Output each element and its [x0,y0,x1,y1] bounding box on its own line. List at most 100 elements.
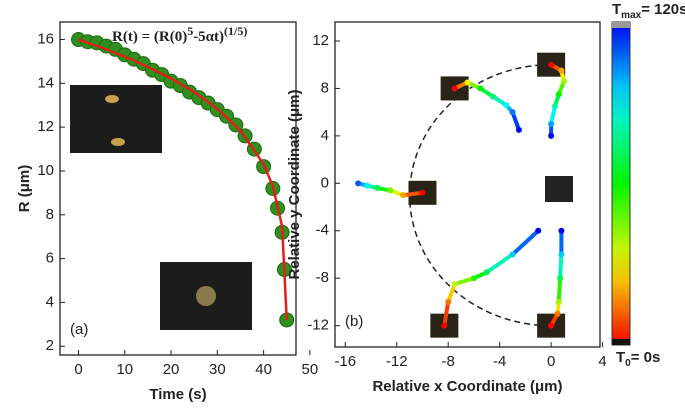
track-point [364,182,371,189]
y-tick-label: 2 [46,337,54,354]
track-point [509,251,516,258]
rich-text: R(t) = (R(0)5-5αt)(1/5) [112,24,247,46]
x-tick-label: 30 [209,361,226,378]
text-part: (1/5) [224,24,247,38]
text-part: 5 [187,24,193,38]
inset-particle [105,95,119,103]
text-part: -5αt) [193,29,224,45]
y-tick-label: 14 [37,74,54,91]
colorbar-cap [612,22,630,28]
x-tick-label: -4 [493,353,506,370]
y-tick-label: 12 [312,32,329,49]
colorbar [611,21,631,346]
track-point [464,79,471,86]
x-tick-label: -8 [442,353,455,370]
y-tick-label: 10 [37,162,54,179]
colorbar-cap [612,339,630,345]
inset-particle [196,286,216,306]
track-point [483,269,490,276]
track-segment [510,228,541,257]
track-point [554,310,561,317]
track-segment [556,276,563,304]
track-point [548,132,555,139]
inset-image [545,176,573,202]
x-tick-label: -12 [386,353,408,370]
panel-label: (b) [345,313,363,330]
x-tick-label: 40 [255,361,272,378]
y-tick-label: 6 [46,250,54,267]
x-axis-label: Relative x Coordinate (μm) [372,378,562,395]
track-point [548,121,555,128]
track-point [387,187,394,194]
track-segment [558,252,564,281]
text-part: 0 [625,358,631,369]
y-tick-label: 16 [37,30,54,47]
panel-label: (a) [70,321,88,338]
x-tick-label: 50 [302,361,319,378]
x-tick-label: 0 [547,353,555,370]
track-point [477,85,484,92]
track-point [558,227,565,234]
track-segment [401,190,425,198]
text-part: max [621,10,641,21]
text-part: = 0s [631,349,661,366]
track-point [515,126,522,133]
track-point [445,298,452,305]
x-axis-label: Time (s) [149,386,206,403]
y-tick-label: -4 [316,222,329,239]
y-tick-label: 8 [46,206,54,223]
track-point [555,298,562,305]
track-segment [484,252,515,275]
track-point [548,322,555,329]
y-axis-label: R (μm) [16,165,33,213]
text-part: R(t) = (R(0) [112,29,187,45]
inset-particle [111,138,125,146]
track-point [355,180,362,187]
track-segment [446,282,457,304]
rich-text: Tmax= 120s [612,1,685,21]
y-tick-label: 12 [37,118,54,135]
track-point [535,227,542,234]
y-tick-label: -8 [316,269,329,286]
text-part: = 120s [641,1,685,18]
y-tick-label: 0 [321,174,329,191]
y-axis-label: Relative y Coordinate (μm) [286,89,303,279]
track-point [560,78,567,85]
track-point [441,322,448,329]
x-tick-label: -16 [334,353,356,370]
track-segment [442,299,451,328]
text-part: T [616,349,625,366]
fit-line [78,38,288,321]
rich-text: T0= 0s [616,349,660,369]
track-point [451,85,458,92]
track-point [451,281,458,288]
track-point [400,192,407,199]
track-segment [452,276,476,287]
x-tick-label: 20 [163,361,180,378]
track-point [558,251,565,258]
track-point [503,102,510,109]
track-point [419,189,426,196]
plot-frame [334,21,601,348]
track-point [557,275,564,282]
y-tick-label: -12 [307,317,329,334]
track-segment [510,110,521,132]
y-tick-label: 8 [321,79,329,96]
text-part: T [612,1,621,18]
y-tick-label: 4 [321,127,329,144]
track-point [374,185,381,192]
track-point [548,61,555,68]
track-segment [549,104,557,127]
track-point [558,67,565,74]
x-tick-label: 10 [116,361,133,378]
track-point [555,91,562,98]
x-tick-label: 4 [598,353,606,370]
track-point [509,109,516,116]
track-point [551,103,558,110]
track-point [470,275,477,282]
x-tick-label: 0 [74,361,82,378]
plot-frame [59,21,297,356]
y-tick-label: 4 [46,293,54,310]
track-point [490,93,497,100]
